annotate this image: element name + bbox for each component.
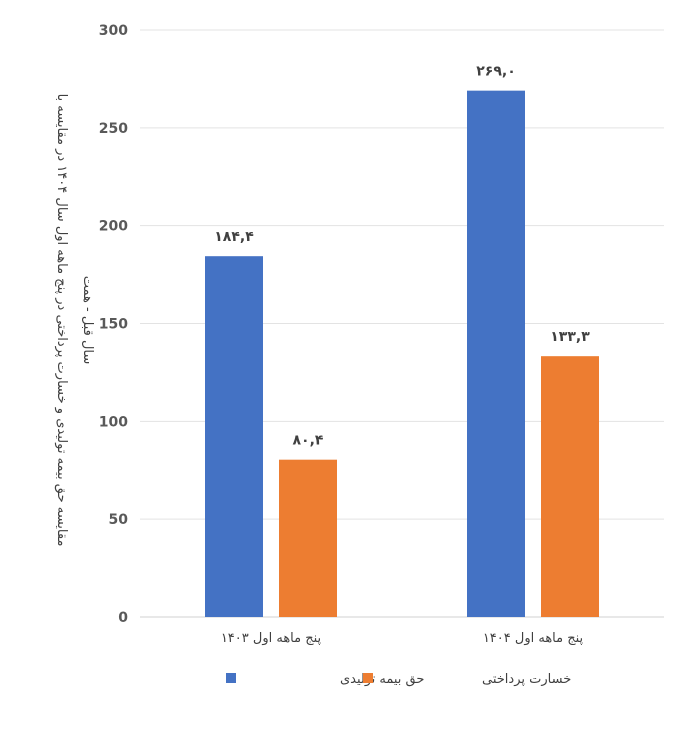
y-tick-label: 300 (99, 23, 128, 39)
data-labels: ۱۸۴,۴ ۸۰,۴ ۲۶۹,۰ ۱۳۳,۳ (214, 64, 590, 449)
y-tick-label: 250 (99, 121, 128, 137)
legend-swatch (363, 673, 373, 683)
y-axis-label-line: سال قبل - همت (80, 276, 95, 365)
bar (205, 256, 263, 617)
bars (205, 90, 599, 617)
bar (467, 90, 525, 617)
bar (279, 459, 337, 617)
data-label: ۱۳۳,۳ (550, 329, 590, 345)
y-axis-label: مقایسه حق بیمه تولیدی و خسارت پرداختی در… (54, 94, 95, 547)
data-label: ۸۰,۴ (293, 433, 324, 449)
x-axis-categories: پنج ماهه اول ۱۴۰۳ پنج ماهه اول ۱۴۰۴ (221, 631, 584, 646)
x-category-label: پنج ماهه اول ۱۴۰۴ (483, 631, 584, 646)
y-tick-label: 100 (99, 414, 128, 430)
legend: حق بیمه تولیدی خسارت پرداختی (226, 672, 571, 687)
data-label: ۱۸۴,۴ (214, 229, 254, 245)
data-label: ۲۶۹,۰ (476, 64, 516, 80)
y-tick-label: 0 (118, 610, 128, 626)
y-tick-label: 150 (99, 317, 128, 333)
legend-label: حق بیمه تولیدی (340, 672, 424, 687)
legend-swatch (226, 673, 236, 683)
y-axis-ticks: 0 50 100 150 200 250 300 (99, 23, 128, 626)
y-tick-label: 50 (109, 512, 129, 528)
y-tick-label: 200 (99, 219, 128, 235)
y-axis-label-line: مقایسه حق بیمه تولیدی و خسارت پرداختی در… (54, 94, 69, 547)
x-category-label: پنج ماهه اول ۱۴۰۳ (221, 631, 322, 646)
legend-label: خسارت پرداختی (482, 672, 571, 687)
bar (541, 356, 599, 617)
